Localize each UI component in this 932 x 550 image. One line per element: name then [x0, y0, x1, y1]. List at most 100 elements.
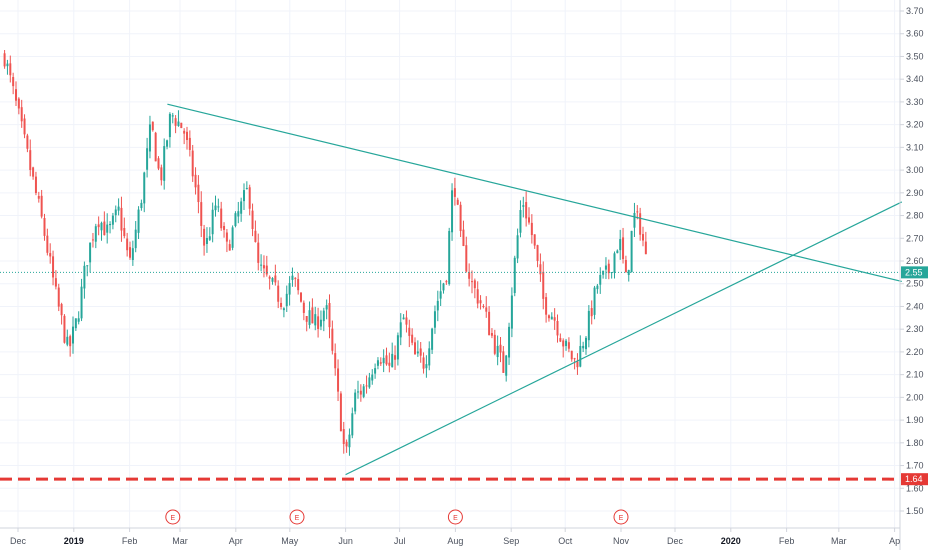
- candle-body: [485, 307, 488, 312]
- candle-body: [177, 121, 180, 126]
- candle-body: [391, 353, 394, 368]
- candle-body: [180, 122, 183, 129]
- candle-body: [160, 167, 163, 181]
- candle-body: [157, 158, 160, 169]
- earnings-marker[interactable]: [289, 509, 305, 525]
- candle-body: [243, 190, 245, 202]
- time-tick-label: Mar: [172, 536, 188, 546]
- candle-body: [616, 250, 619, 254]
- candle-body: [12, 77, 15, 87]
- candle-body: [277, 285, 280, 302]
- candle-body: [513, 257, 516, 294]
- earnings-marker-label: E: [453, 515, 458, 522]
- candle-body: [371, 374, 374, 381]
- price-tick-label: 3.40: [906, 74, 924, 84]
- candle-body: [9, 63, 12, 76]
- candle-body: [479, 300, 482, 304]
- candle-body: [334, 353, 337, 369]
- candle-body: [311, 307, 314, 324]
- candle-body: [516, 235, 519, 259]
- candle-body: [305, 316, 308, 322]
- candle-body: [257, 242, 260, 263]
- candle-body: [237, 211, 240, 217]
- candle-body: [539, 264, 542, 275]
- candle-body: [365, 385, 368, 387]
- price-tick-label: 3.60: [906, 29, 924, 39]
- candle-body: [433, 311, 436, 328]
- time-axis[interactable]: Dec 2019 Feb Mar Apr May Jun Jul Aug Sep Oct Nov Dec…: [10, 528, 900, 546]
- candle-body: [422, 357, 425, 369]
- trendline[interactable]: [167, 103, 902, 283]
- time-tick-label: Apr: [229, 536, 243, 546]
- candle-body: [240, 201, 243, 214]
- candle-body: [211, 209, 214, 235]
- candle-body: [297, 279, 300, 291]
- candle-body: [385, 355, 388, 365]
- candle-body: [94, 226, 97, 242]
- candle-body: [545, 297, 548, 315]
- overlay-lines: [0, 103, 903, 481]
- candle-body: [265, 265, 268, 275]
- candle-body: [325, 305, 328, 310]
- earnings-marker[interactable]: [165, 509, 181, 525]
- candle-body: [69, 336, 72, 347]
- trendline[interactable]: [345, 201, 903, 476]
- candle-body: [439, 291, 442, 299]
- candle-body: [436, 300, 439, 311]
- candle-body: [168, 113, 171, 138]
- time-tick-label: Oct: [558, 536, 573, 546]
- candle-body: [205, 238, 208, 244]
- support-price-badge-label: 1.64: [905, 474, 923, 484]
- candle-body: [114, 209, 117, 216]
- time-tick-label: Feb: [122, 536, 138, 546]
- price-tick-label: 2.30: [906, 324, 924, 334]
- candle-body: [271, 278, 274, 282]
- candle-body: [223, 226, 226, 230]
- candle-body: [245, 188, 248, 190]
- candle-body: [499, 344, 502, 353]
- candle-body: [382, 357, 385, 364]
- candle-body: [111, 215, 114, 225]
- candle-body: [402, 317, 405, 320]
- time-tick-label: May: [281, 536, 299, 546]
- candle-body: [126, 238, 129, 251]
- candle-body: [374, 368, 377, 374]
- candle-body: [6, 63, 9, 67]
- candle-body: [431, 328, 434, 350]
- candle-body: [636, 211, 639, 213]
- price-axis[interactable]: 3.70 3.60 3.50 3.40 3.30 3.20 3.10 3.00 2.90 2.80…: [900, 6, 924, 516]
- candle-body: [129, 247, 131, 258]
- candle-body: [54, 278, 57, 287]
- price-tick-label: 3.70: [906, 6, 924, 16]
- price-tick-label: 2.50: [906, 279, 924, 289]
- candle-body: [225, 232, 228, 242]
- earnings-marker[interactable]: [613, 509, 629, 525]
- candle-body: [622, 237, 625, 260]
- candle-body: [171, 115, 174, 117]
- candle-body: [20, 107, 23, 122]
- candle-body: [388, 362, 391, 366]
- candle-body: [582, 345, 585, 349]
- earnings-marker[interactable]: [447, 509, 463, 525]
- price-tick-label: 2.40: [906, 301, 924, 311]
- candle-body: [445, 281, 448, 283]
- time-tick-label: Feb: [779, 536, 795, 546]
- candle-body: [280, 302, 283, 308]
- candle-body: [604, 265, 607, 270]
- candle-body: [117, 206, 120, 211]
- candle-body: [525, 202, 528, 219]
- candle-body: [282, 308, 285, 311]
- candle-body: [565, 340, 568, 347]
- candle-body: [337, 368, 340, 392]
- candle-body: [37, 196, 40, 199]
- candle-body: [188, 137, 191, 150]
- candle-body: [542, 271, 545, 299]
- candle-body: [254, 230, 257, 242]
- candle-body: [72, 326, 74, 344]
- candle-body: [493, 334, 496, 354]
- time-tick-label: Ap: [889, 536, 900, 546]
- time-tick-label: 2020: [721, 536, 741, 546]
- candle-body: [262, 265, 265, 269]
